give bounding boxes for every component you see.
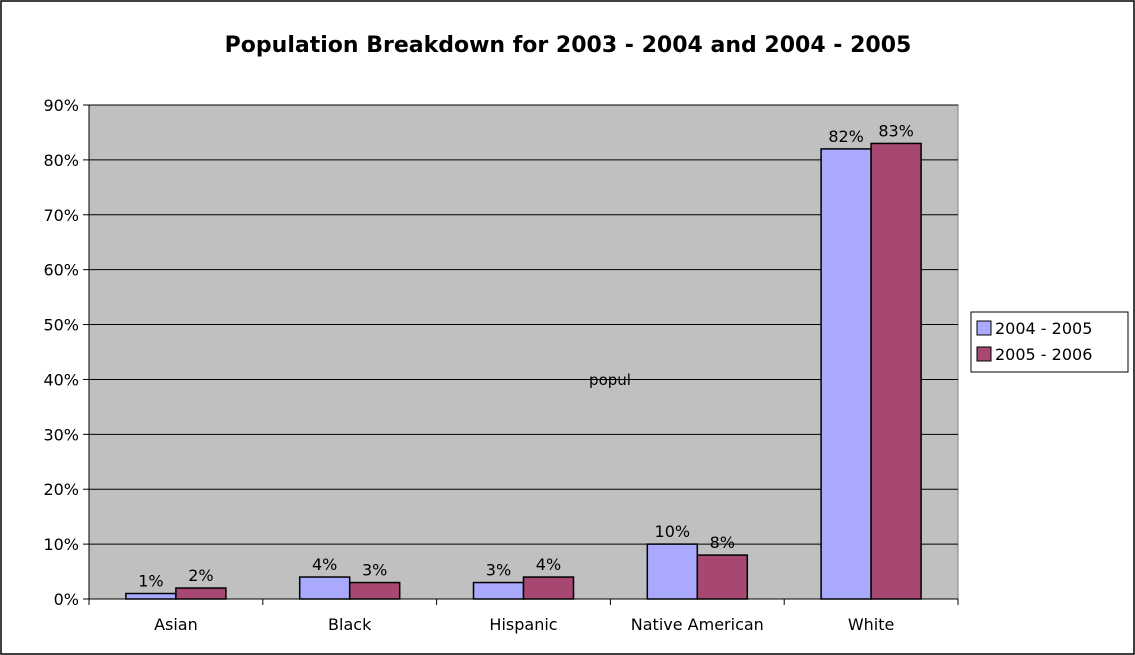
data-label: 2% <box>188 566 213 585</box>
data-label: 4% <box>312 555 337 574</box>
bar <box>125 592 177 600</box>
data-label: 4% <box>536 555 561 574</box>
category-label: Native American <box>631 615 764 634</box>
gridlines <box>89 104 958 545</box>
category-label: White <box>848 615 895 634</box>
legend-label: 2004 - 2005 <box>995 319 1092 338</box>
bar <box>870 142 922 600</box>
x-axis: Asian Black Hispanic Native American White <box>88 598 959 634</box>
bar <box>646 543 699 600</box>
bar <box>820 148 872 600</box>
data-label: 10% <box>655 522 691 541</box>
legend-label: 2005 - 2006 <box>995 345 1092 364</box>
data-label: 83% <box>878 121 914 140</box>
y-tick-label: 10% <box>43 535 79 554</box>
category-label: Hispanic <box>489 615 557 634</box>
chart-title: Population Breakdown for 2003 - 2004 and… <box>225 33 912 58</box>
y-tick-label: 0% <box>54 590 79 609</box>
category-label: Black <box>328 615 372 634</box>
plot-area <box>88 104 959 600</box>
data-label: 3% <box>362 561 387 580</box>
plot-annotation: popul <box>589 371 631 389</box>
y-tick-label: 60% <box>43 261 79 280</box>
data-label: 3% <box>486 561 511 580</box>
bar <box>522 576 575 600</box>
y-tick-label: 80% <box>43 151 79 170</box>
y-tick-label: 30% <box>43 425 79 444</box>
bar <box>298 576 351 600</box>
category-label: Asian <box>154 615 198 634</box>
bars <box>125 142 922 600</box>
bar <box>348 581 401 600</box>
y-axis: 0% 10% 20% 30% 40% 50% 60% 70% 80% 90% <box>43 96 90 609</box>
legend-swatch <box>976 346 992 362</box>
data-label: 82% <box>828 127 864 146</box>
legend-swatch <box>976 320 992 336</box>
bar <box>175 587 227 600</box>
y-tick-label: 70% <box>43 206 79 225</box>
legend-box <box>970 311 1129 373</box>
bar <box>472 581 525 600</box>
data-label: 8% <box>710 533 735 552</box>
y-tick-label: 20% <box>43 480 79 499</box>
data-label: 1% <box>138 572 163 591</box>
data-labels: 1% 2% 4% 3% 3% 4% 10% 8% 82% 83% <box>138 121 914 590</box>
bar <box>696 554 749 600</box>
y-tick-label: 50% <box>43 316 79 335</box>
legend: 2004 - 2005 2005 - 2006 <box>970 311 1129 373</box>
y-tick-label: 40% <box>43 370 79 389</box>
y-tick-label: 90% <box>43 96 79 115</box>
